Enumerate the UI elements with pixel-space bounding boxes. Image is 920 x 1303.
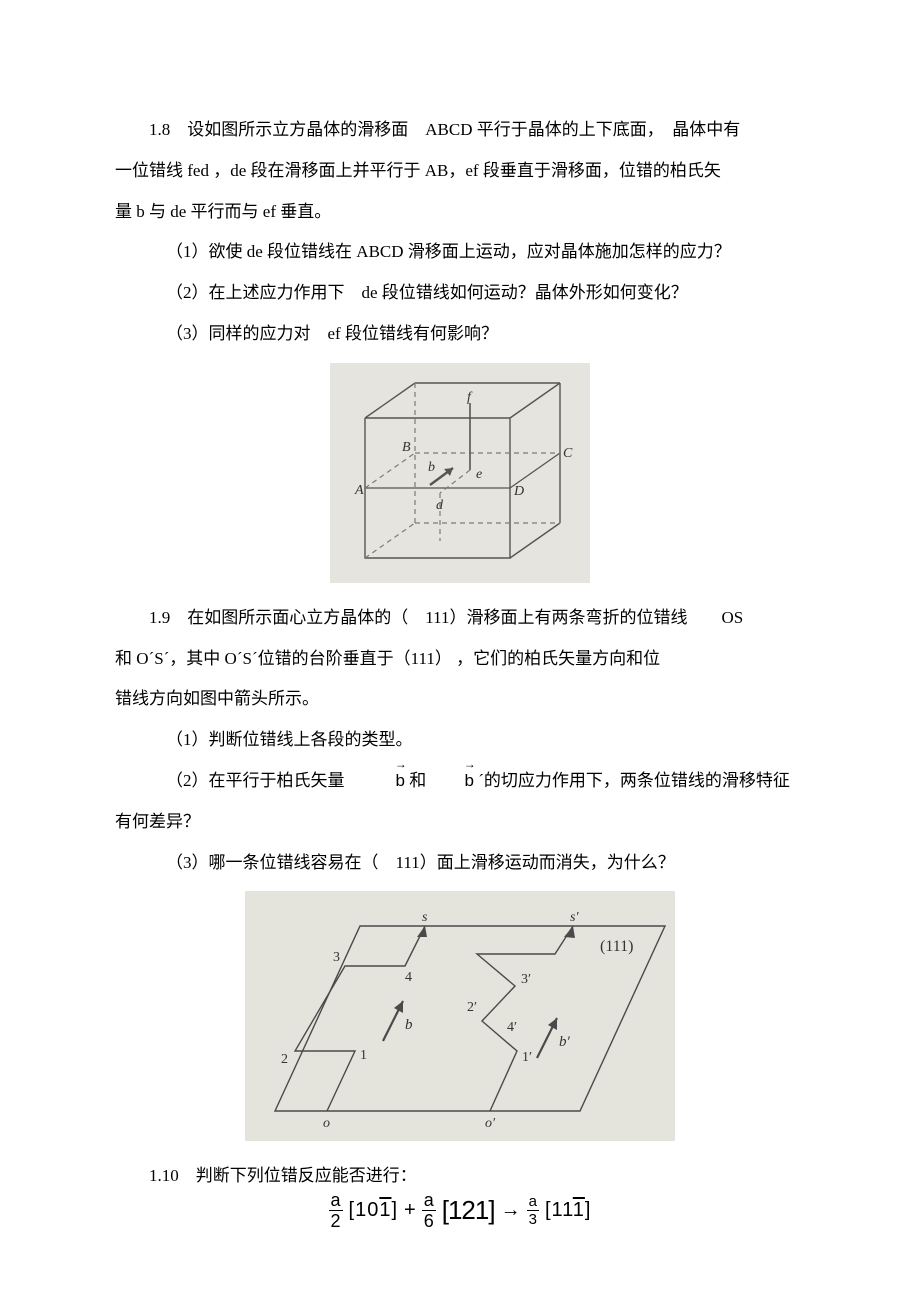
q18-stem-line2: 一位错线 fed ，de 段在滑移面上并平行于 AB，ef 段垂直于滑移面，位错… [115, 151, 805, 192]
text: 1.9 在如图所示面心立方晶体的（ 111）滑移面上有两条弯折的位错线 OS [149, 608, 743, 627]
q18-stem-line1: 1.8 设如图所示立方晶体的滑移面 ABCD 平行于晶体的上下底面， 晶体中有 [115, 110, 805, 151]
q19-stem-line2: 和 O´S´，其中 O´S´位错的台阶垂直于（111） ，它们的柏氏矢量方向和位 [115, 639, 805, 680]
label-2p: 2′ [467, 1000, 477, 1015]
document-page: 1.8 设如图所示立方晶体的滑移面 ABCD 平行于晶体的上下底面， 晶体中有 … [0, 0, 920, 1290]
cube-diagram-svg: A B C D f e d b [330, 363, 590, 583]
figure-1-cube: A B C D f e d b [115, 363, 805, 588]
d: 1 [355, 1199, 367, 1221]
label-1: 1 [360, 1048, 367, 1063]
text: （2）在平行于柏氏矢量 [166, 771, 362, 790]
label-sp: s′ [570, 910, 579, 925]
den: 2 [331, 1211, 341, 1230]
label-3p: 3′ [521, 972, 531, 987]
text: 和 [405, 771, 431, 790]
text: 量 b 与 de 平行而与 ef 垂直。 [115, 202, 331, 221]
text: 一位错线 fed ，de 段在滑移面上并平行于 AB，ef 段垂直于滑移面，位错… [115, 161, 721, 180]
text: （1）判断位错线上各段的类型。 [166, 730, 413, 749]
label-op: o′ [485, 1116, 496, 1131]
q19-sub2-line2: 有何差异？ [115, 802, 805, 843]
label-o: o [323, 1116, 330, 1131]
text: 有何差异？ [115, 812, 200, 831]
q18-stem-line3: 量 b 与 de 平行而与 ef 垂直。 [115, 192, 805, 233]
d: 0 [367, 1199, 379, 1221]
den: 3 [529, 1211, 537, 1227]
num: a [527, 1194, 539, 1211]
label-s: s [422, 910, 428, 925]
label-A: A [354, 483, 364, 498]
label-2: 2 [281, 1052, 288, 1067]
label-111: (111) [600, 938, 633, 955]
den: 6 [424, 1211, 434, 1230]
text: （3）哪一条位错线容易在（ 111）面上滑移运动而消失，为什么？ [166, 853, 675, 872]
frac-a2: a 2 [329, 1191, 343, 1230]
d: 1 [552, 1199, 563, 1221]
frac-a3: a 3 [527, 1194, 539, 1227]
label-3: 3 [333, 950, 340, 965]
figure-2-slipplane: o o′ s s′ 1 2 3 4 1′ 2′ 3′ 4′ b b′ (111) [115, 891, 805, 1146]
vector-b: b [362, 761, 405, 802]
miller-111: [111] [545, 1199, 592, 1222]
plus: + [404, 1199, 416, 1222]
d: 1 [573, 1199, 585, 1221]
text: 错线方向如图中箭头所示。 [115, 689, 319, 708]
d: 1 [379, 1199, 391, 1221]
text: 和 O´S´，其中 O´S´位错的台阶垂直于（111） ，它们的柏氏矢量方向和位 [115, 649, 660, 668]
q19-stem-line1: 1.9 在如图所示面心立方晶体的（ 111）滑移面上有两条弯折的位错线 OS [115, 598, 805, 639]
vector-b-prime: b [430, 761, 473, 802]
q19-sub3: （3）哪一条位错线容易在（ 111）面上滑移运动而消失，为什么？ [132, 843, 805, 884]
label-B: B [402, 440, 411, 455]
label-C: C [563, 446, 573, 461]
fig1-bg [330, 363, 590, 583]
num: a [329, 1191, 343, 1211]
label-b: b [428, 460, 435, 475]
miller-101: [101] [349, 1199, 399, 1222]
d: 1 [562, 1199, 573, 1221]
miller-121: [121] [442, 1195, 495, 1226]
label-4: 4 [405, 970, 412, 985]
d: 121 [448, 1195, 488, 1225]
text: （3）同样的应力对 ef 段位错线有何影响？ [166, 324, 498, 343]
label-D: D [513, 484, 524, 499]
label-b2: b [405, 1017, 413, 1033]
fig2-bg [245, 891, 675, 1141]
text: （2）在上述应力作用下 de 段位错线如何运动？晶体外形如何变化？ [166, 283, 688, 302]
text: 1.8 设如图所示立方晶体的滑移面 ABCD 平行于晶体的上下底面， 晶体中有 [149, 120, 740, 139]
text: （1）欲使 de 段位错线在 ABCD 滑移面上运动，应对晶体施加怎样的应力？ [166, 242, 731, 261]
q19-sub2-line1: （2）在平行于柏氏矢量 b 和 b ´的切应力作用下，两条位错线的滑移特征 [132, 761, 805, 802]
label-d-mid: d [436, 498, 444, 513]
num: a [422, 1191, 436, 1211]
slipplane-diagram-svg: o o′ s s′ 1 2 3 4 1′ 2′ 3′ 4′ b b′ (111) [245, 891, 675, 1141]
q18-sub2: （2）在上述应力作用下 de 段位错线如何运动？晶体外形如何变化？ [132, 273, 805, 314]
label-bp2: b′ [559, 1034, 571, 1050]
q18-sub3: （3）同样的应力对 ef 段位错线有何影响？ [132, 314, 805, 355]
label-e: e [476, 467, 482, 482]
label-4p: 4′ [507, 1020, 517, 1035]
text: 1.10 判断下列位错反应能否进行： [149, 1166, 417, 1185]
text: ´的切应力作用下，两条位错线的滑移特征 [474, 771, 790, 790]
q19-stem-line3: 错线方向如图中箭头所示。 [115, 679, 805, 720]
frac-a6: a 6 [422, 1191, 436, 1230]
arrow: → [501, 1199, 521, 1222]
q18-sub1: （1）欲使 de 段位错线在 ABCD 滑移面上运动，应对晶体施加怎样的应力？ [132, 232, 805, 273]
label-1p: 1′ [522, 1050, 532, 1065]
